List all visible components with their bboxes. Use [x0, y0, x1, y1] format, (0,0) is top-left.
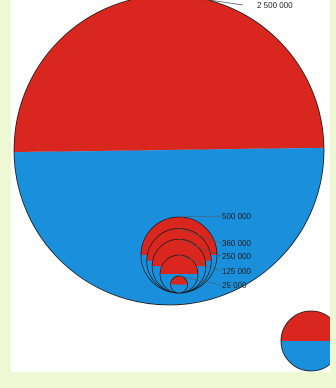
label-250000: 250 000 — [222, 252, 251, 261]
leader-line-125000 — [178, 254, 222, 272]
bubble-25000-outline — [170, 275, 188, 294]
bubble-chart: 2 500 000 500 000 360 000 250 000 125 000 25 … — [13, 0, 330, 372]
label-125000: 125 000 — [222, 267, 251, 276]
leader-line-250000 — [178, 238, 222, 257]
bubble-largest-top-half — [14, 0, 324, 153]
bubble-small-bottom-half — [281, 341, 330, 371]
leader-line-25000 — [178, 275, 222, 286]
bubble-25000-top-half — [170, 276, 188, 285]
bubble-250000-top-half — [152, 239, 206, 267]
leader-line-500000 — [178, 215, 222, 218]
leader-line-largest — [206, 0, 244, 6]
bubble-125000-top-half — [160, 255, 198, 274]
bubble-largest-outline — [13, 0, 325, 306]
chart-canvas: 2 500 000 500 000 360 000 250 000 125 000 25 … — [11, 0, 330, 372]
bubble-small-outline — [280, 310, 330, 372]
label-360000: 360 000 — [222, 239, 251, 248]
leader-line-360000 — [178, 228, 222, 244]
bubble-small-top-half — [281, 311, 330, 341]
label-500000: 500 000 — [222, 212, 251, 221]
label-largest: 2 500 000 — [257, 1, 293, 10]
label-25000: 25 000 — [222, 281, 247, 290]
